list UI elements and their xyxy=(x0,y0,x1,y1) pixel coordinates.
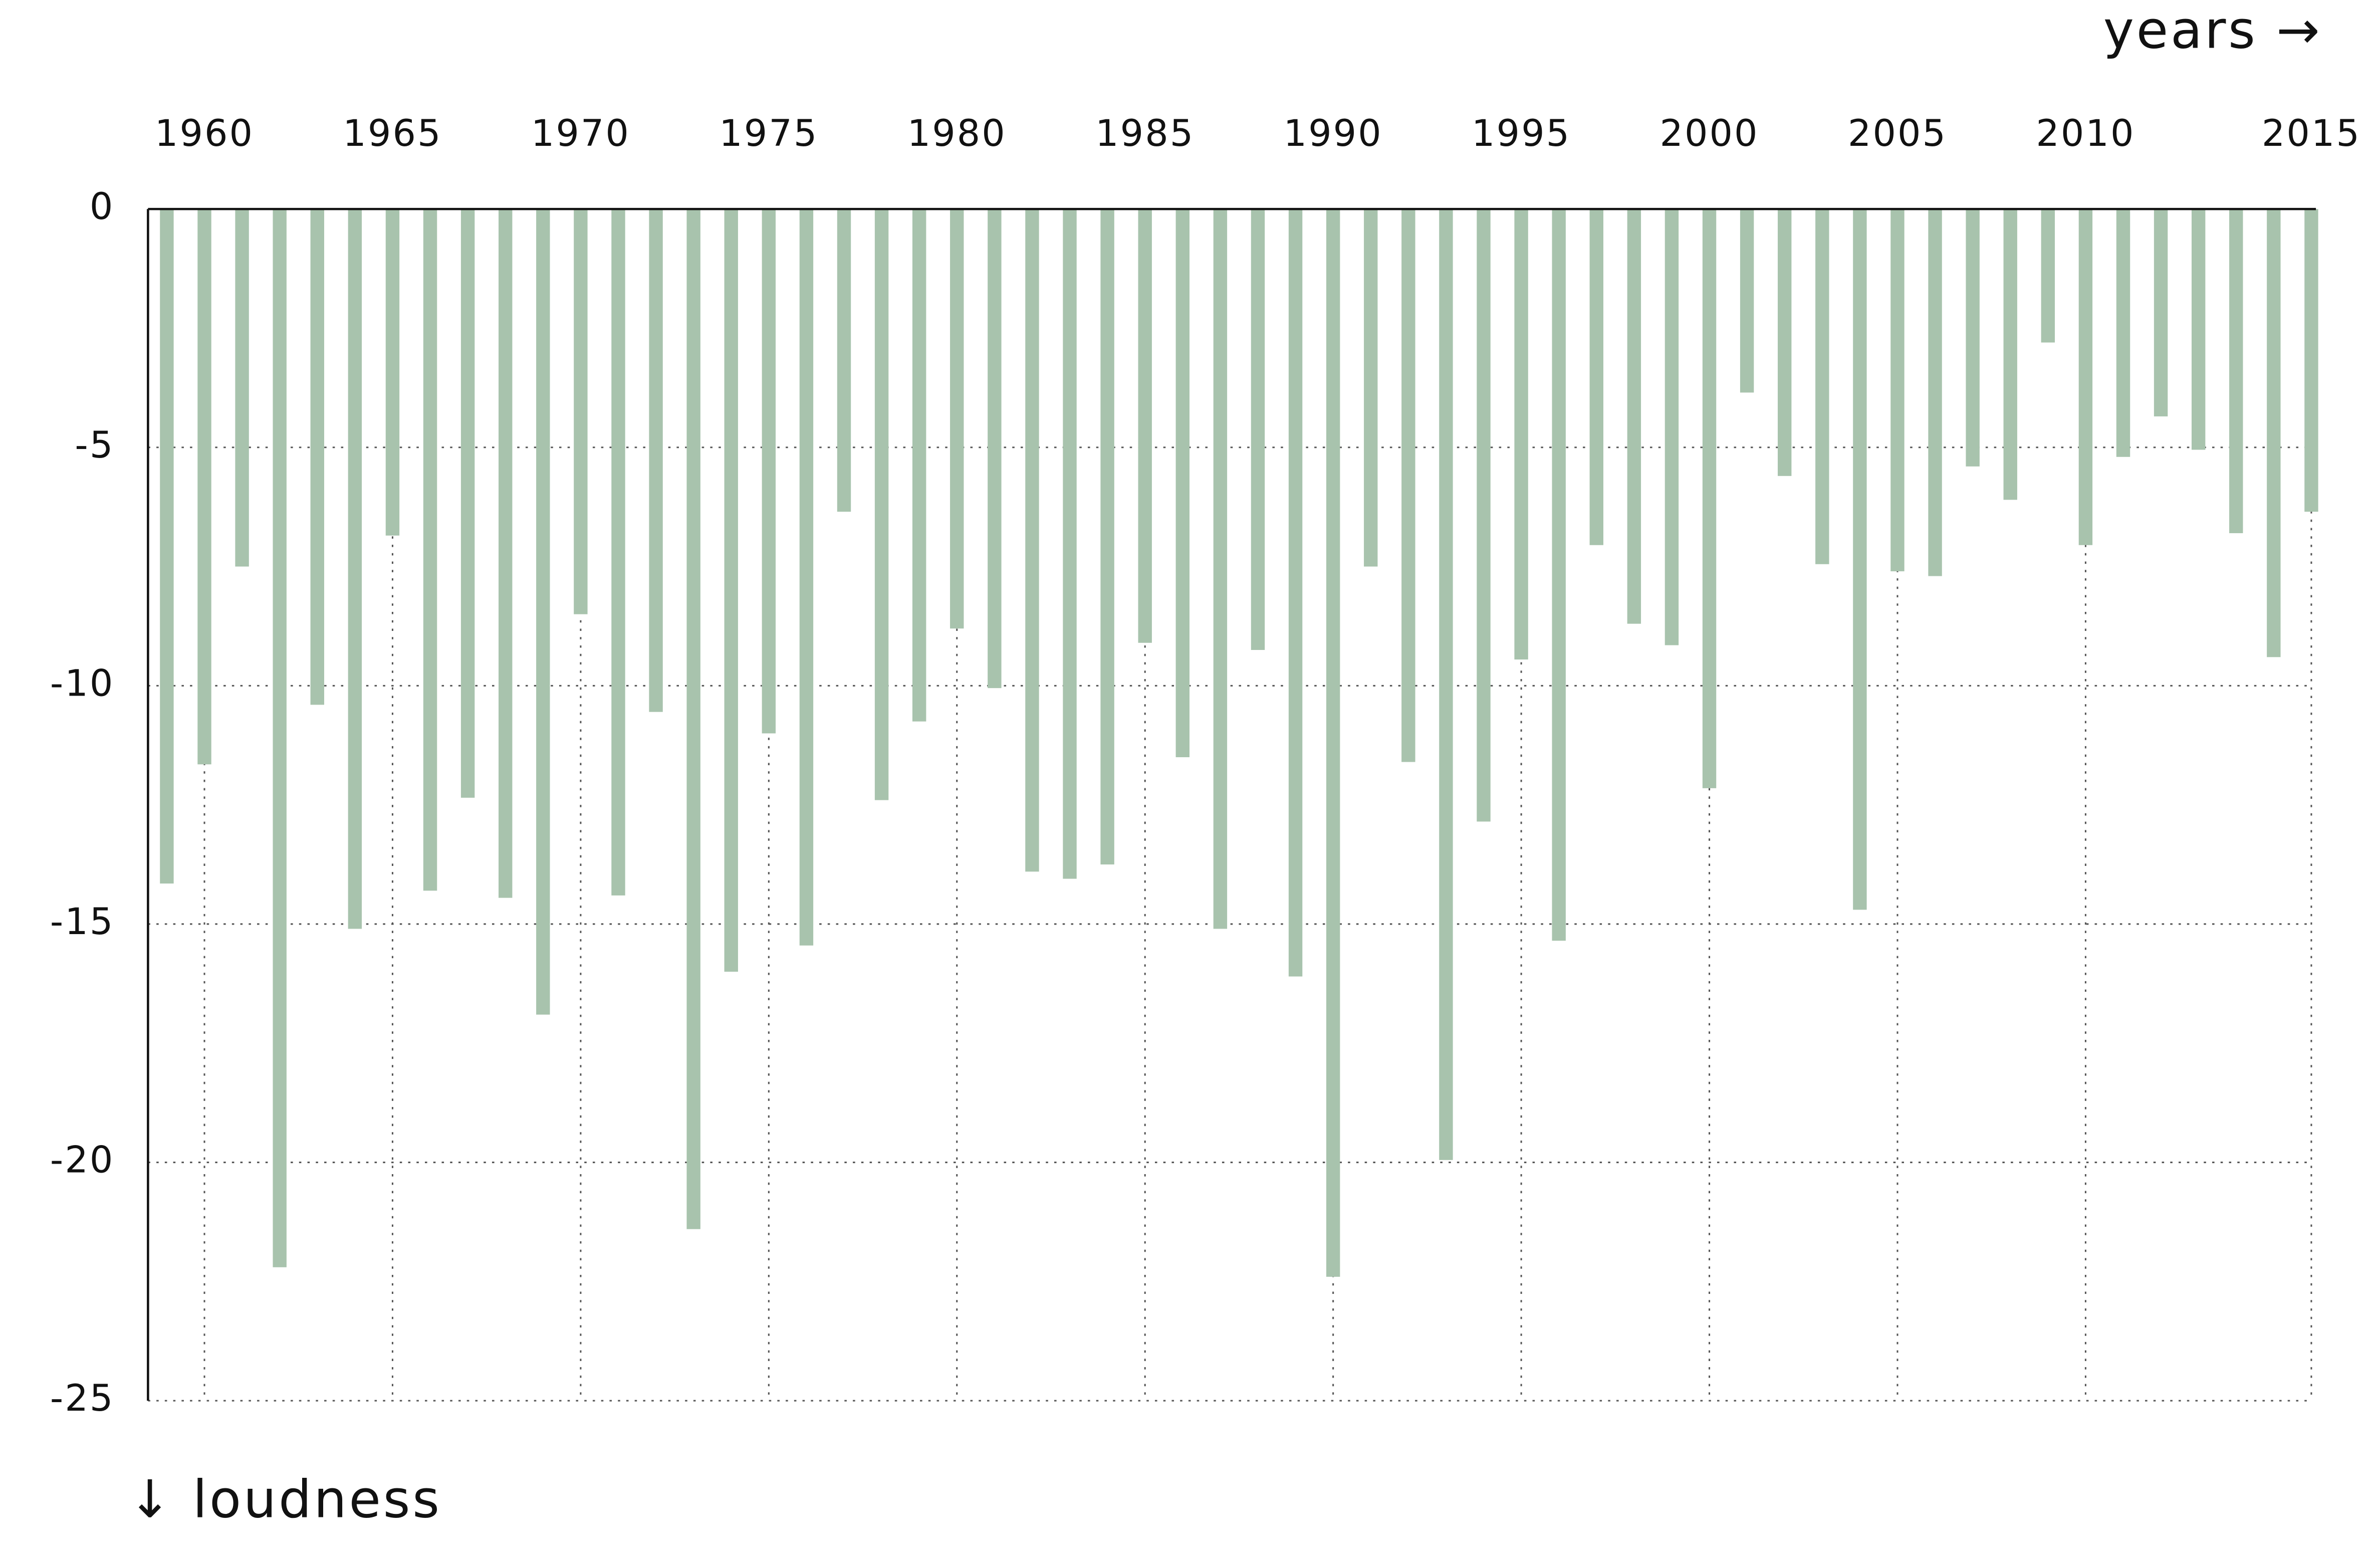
bar xyxy=(1100,209,1114,865)
bar xyxy=(1025,209,1039,872)
bar xyxy=(988,209,1002,689)
bar xyxy=(1853,209,1867,910)
bar xyxy=(1251,209,1265,650)
bar xyxy=(2267,209,2281,657)
bar xyxy=(460,209,475,798)
bar xyxy=(1778,209,1792,476)
bar xyxy=(2041,209,2055,343)
bar xyxy=(1439,209,1453,1160)
bar xyxy=(912,209,926,722)
x-tick-label: 1990 xyxy=(1284,112,1383,155)
bar xyxy=(499,209,513,898)
x-tick-label: 1980 xyxy=(907,112,1007,155)
bar xyxy=(2003,209,2017,500)
bar xyxy=(1401,209,1415,762)
bar xyxy=(1627,209,1641,624)
bar xyxy=(1664,209,1679,645)
x-tick-label: 1965 xyxy=(343,112,442,155)
bar xyxy=(1063,209,1077,879)
x-tick-label: 1970 xyxy=(531,112,630,155)
y-tick-label: -15 xyxy=(50,901,114,943)
bar xyxy=(273,209,287,1267)
bar xyxy=(1589,209,1603,545)
bar xyxy=(1740,209,1754,393)
bar xyxy=(2154,209,2168,416)
bar xyxy=(1175,209,1190,758)
y-axis-label: ↓ loudness xyxy=(128,1469,442,1529)
bar xyxy=(799,209,814,946)
bar xyxy=(2116,209,2130,457)
bar xyxy=(1477,209,1491,822)
bar xyxy=(1326,209,1340,1277)
y-tick-label: -20 xyxy=(50,1139,114,1182)
y-tick-label: 0 xyxy=(90,185,115,228)
bar xyxy=(385,209,400,536)
x-tick-label: 2015 xyxy=(2262,112,2361,155)
bar xyxy=(686,209,700,1229)
bar xyxy=(536,209,550,1015)
bar xyxy=(160,209,174,884)
bar xyxy=(574,209,588,614)
bar xyxy=(950,209,964,629)
bar xyxy=(762,209,776,734)
bar xyxy=(1890,209,1905,572)
bar xyxy=(1928,209,1942,576)
bar xyxy=(1966,209,1980,467)
bar xyxy=(1288,209,1303,977)
bar xyxy=(1364,209,1378,567)
bar xyxy=(837,209,851,512)
bar xyxy=(2078,209,2093,545)
bar xyxy=(197,209,211,765)
x-tick-label: 1960 xyxy=(155,112,254,155)
x-tick-label: 2010 xyxy=(2036,112,2135,155)
y-tick-label: -10 xyxy=(50,662,114,705)
x-tick-label: 1975 xyxy=(719,112,818,155)
bar xyxy=(423,209,437,891)
bar xyxy=(724,209,738,972)
bar xyxy=(1213,209,1228,929)
bar xyxy=(235,209,249,567)
bar xyxy=(611,209,625,896)
x-tick-label: 1995 xyxy=(1472,112,1571,155)
y-tick-label: -5 xyxy=(75,424,114,467)
x-tick-label: 1985 xyxy=(1095,112,1195,155)
bar xyxy=(649,209,663,712)
bar xyxy=(2191,209,2206,450)
bar xyxy=(1514,209,1528,660)
bar xyxy=(874,209,889,800)
bar xyxy=(310,209,324,705)
x-tick-label: 2000 xyxy=(1659,112,1759,155)
bar xyxy=(348,209,362,929)
bar xyxy=(2304,209,2318,512)
y-tick-label: -25 xyxy=(50,1377,114,1420)
bar xyxy=(1138,209,1152,643)
x-axis-label: years → xyxy=(2103,0,2322,60)
bar xyxy=(1552,209,1566,941)
bar xyxy=(2229,209,2243,533)
x-tick-label: 2005 xyxy=(1848,112,1947,155)
bar xyxy=(1702,209,1717,788)
bar xyxy=(1815,209,1829,564)
